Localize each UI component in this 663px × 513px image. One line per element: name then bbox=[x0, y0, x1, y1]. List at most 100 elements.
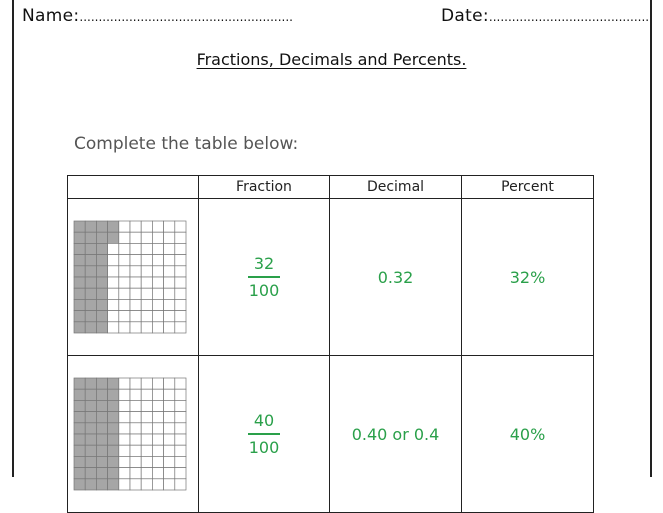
unshaded-square bbox=[118, 478, 131, 491]
unshaded-square bbox=[174, 422, 187, 435]
decimal-cell: 0.32 bbox=[329, 198, 462, 356]
unshaded-square bbox=[140, 444, 153, 457]
shaded-square bbox=[73, 243, 86, 255]
unshaded-square bbox=[174, 400, 187, 412]
unshaded-square bbox=[140, 377, 153, 390]
shaded-square bbox=[96, 456, 108, 468]
unshaded-square bbox=[129, 456, 142, 468]
unshaded-square bbox=[118, 422, 131, 435]
unshaded-square bbox=[152, 467, 164, 480]
worksheet-title: Fractions, Decimals and Percents. bbox=[196, 50, 467, 69]
unshaded-square bbox=[163, 243, 176, 255]
shaded-square bbox=[96, 411, 108, 424]
unshaded-square bbox=[174, 243, 187, 255]
unshaded-square bbox=[129, 299, 142, 311]
shaded-square bbox=[96, 243, 108, 255]
shaded-square bbox=[73, 321, 86, 334]
unshaded-square bbox=[129, 276, 142, 289]
unshaded-square bbox=[118, 456, 131, 468]
shaded-square bbox=[73, 411, 86, 424]
shaded-square bbox=[96, 276, 108, 289]
name-label: Name: bbox=[22, 6, 80, 26]
shaded-square bbox=[96, 254, 108, 267]
shaded-square bbox=[107, 467, 120, 480]
date-field[interactable]: Date:...................................… bbox=[441, 6, 649, 26]
shaded-square bbox=[96, 299, 108, 311]
unshaded-square bbox=[129, 433, 142, 446]
shaded-square bbox=[107, 231, 120, 244]
unshaded-square bbox=[163, 422, 176, 435]
unshaded-square bbox=[174, 287, 187, 300]
unshaded-square bbox=[152, 231, 164, 244]
date-dots: ........................................… bbox=[488, 10, 650, 24]
unshaded-square bbox=[152, 411, 164, 424]
hundred-grid-cell bbox=[67, 198, 199, 356]
unshaded-square bbox=[152, 388, 164, 401]
unshaded-square bbox=[118, 411, 131, 424]
unshaded-square bbox=[163, 287, 176, 300]
fraction-bar bbox=[247, 276, 280, 278]
shaded-square bbox=[84, 411, 97, 424]
table-header-row: Fraction Decimal Percent bbox=[67, 175, 594, 199]
shaded-square bbox=[73, 254, 86, 267]
fraction: 40 100 bbox=[245, 411, 284, 457]
shaded-square bbox=[84, 422, 97, 435]
unshaded-square bbox=[118, 467, 131, 480]
unshaded-square bbox=[140, 231, 153, 244]
unshaded-square bbox=[129, 411, 142, 424]
unshaded-square bbox=[140, 287, 153, 300]
unshaded-square bbox=[118, 220, 131, 233]
hundred-grid bbox=[73, 377, 187, 491]
shaded-square bbox=[73, 478, 86, 491]
unshaded-square bbox=[118, 243, 131, 255]
unshaded-square bbox=[129, 254, 142, 267]
unshaded-square bbox=[174, 456, 187, 468]
unshaded-square bbox=[163, 444, 176, 457]
numerator: 32 bbox=[253, 254, 275, 273]
percent-cell: 40% bbox=[461, 355, 594, 513]
shaded-square bbox=[73, 276, 86, 289]
shaded-square bbox=[107, 478, 120, 491]
unshaded-square bbox=[152, 254, 164, 267]
shaded-square bbox=[96, 265, 108, 278]
unshaded-square bbox=[174, 444, 187, 457]
shaded-square bbox=[96, 220, 108, 233]
unshaded-square bbox=[163, 265, 176, 278]
unshaded-square bbox=[140, 422, 153, 435]
unshaded-square bbox=[118, 388, 131, 401]
shaded-square bbox=[84, 254, 97, 267]
unshaded-square bbox=[107, 265, 120, 278]
unshaded-square bbox=[129, 220, 142, 233]
shaded-square bbox=[84, 456, 97, 468]
unshaded-square bbox=[140, 254, 153, 267]
unshaded-square bbox=[152, 444, 164, 457]
unshaded-square bbox=[163, 321, 176, 334]
unshaded-square bbox=[118, 287, 131, 300]
unshaded-square bbox=[140, 321, 153, 334]
shaded-square bbox=[84, 243, 97, 255]
fraction: 32 100 bbox=[245, 254, 284, 300]
unshaded-square bbox=[118, 377, 131, 390]
shaded-square bbox=[84, 433, 97, 446]
table-row: 32 100 0.32 32% bbox=[67, 198, 594, 356]
shaded-square bbox=[73, 456, 86, 468]
unshaded-square bbox=[174, 254, 187, 267]
denominator: 100 bbox=[248, 438, 280, 457]
shaded-square bbox=[96, 478, 108, 491]
header-percent: Percent bbox=[461, 175, 594, 199]
shaded-square bbox=[84, 265, 97, 278]
shaded-square bbox=[96, 422, 108, 435]
unshaded-square bbox=[152, 287, 164, 300]
unshaded-square bbox=[152, 400, 164, 412]
name-field[interactable]: Name:...................................… bbox=[22, 6, 293, 26]
shaded-square bbox=[84, 220, 97, 233]
unshaded-square bbox=[140, 265, 153, 278]
shaded-square bbox=[107, 388, 120, 401]
unshaded-square bbox=[174, 411, 187, 424]
unshaded-square bbox=[174, 310, 187, 323]
unshaded-square bbox=[129, 377, 142, 390]
shaded-square bbox=[84, 478, 97, 491]
unshaded-square bbox=[163, 231, 176, 244]
unshaded-square bbox=[129, 444, 142, 457]
unshaded-square bbox=[163, 220, 176, 233]
